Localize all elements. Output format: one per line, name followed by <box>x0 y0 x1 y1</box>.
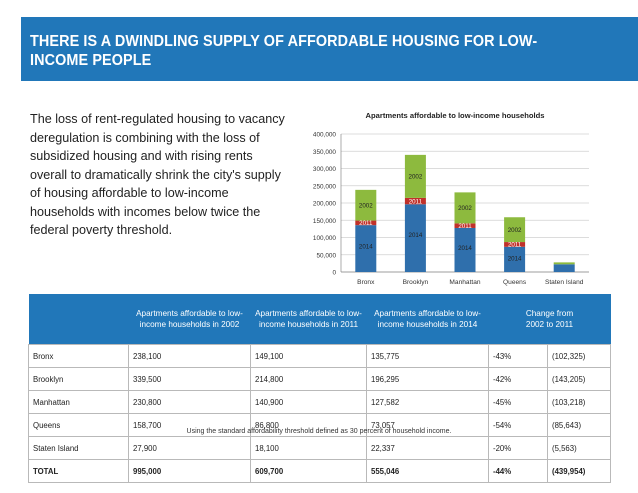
bar-2011-queens <box>504 242 526 247</box>
header-region <box>28 294 129 345</box>
segment-label-2002: 2002 <box>508 227 522 234</box>
segment-label-2011: 2011 <box>458 223 472 230</box>
table-cell: (5,563) <box>547 436 611 460</box>
bar-2014-staten-island <box>553 264 575 272</box>
table-cell: 127,582 <box>366 390 489 414</box>
table-cell: 149,100 <box>250 344 367 368</box>
table-header-row: Apartments affordable to low-income hous… <box>28 294 611 345</box>
chart-title: Apartments affordable to low-income hous… <box>366 111 545 120</box>
y-tick-label: 300,000 <box>313 166 337 173</box>
row-label: Staten Island <box>28 436 129 460</box>
y-tick-label: 50,000 <box>316 252 336 259</box>
table-cell: 555,046 <box>366 459 489 483</box>
table-cell: (85,643) <box>547 413 611 437</box>
title-banner: THERE IS A DWINDLING SUPPLY OF AFFORDABL… <box>21 17 638 81</box>
segment-label-2002: 2002 <box>359 203 373 210</box>
y-tick-label: 350,000 <box>313 149 337 156</box>
table-row: Manhattan 230,800 140,900 127,582 -45% (103,2… <box>28 390 611 414</box>
x-tick-label: Queens <box>503 279 527 286</box>
chart-bars: 2014 2011 2002 2014 2011 2002 2014 2011 2002 2014… <box>355 154 575 272</box>
stacked-bar-chart: Apartments affordable to low-income hous… <box>313 111 589 286</box>
bar-2002-brooklyn <box>404 154 426 198</box>
y-tick-label: 150,000 <box>313 218 337 225</box>
table-row: Staten Island 27,900 18,100 22,337 -20% (5,56… <box>28 436 611 460</box>
x-tick-label: Manhattan <box>449 279 480 286</box>
header-2002: Apartments affordable to low-income hous… <box>128 294 251 345</box>
header-change-text: Change from 2002 to 2011 <box>525 309 574 329</box>
table-cell: 214,800 <box>250 367 367 391</box>
bar-2014-brooklyn <box>404 204 426 272</box>
segment-label-2002: 2002 <box>458 205 472 212</box>
table-row: Queens 158,700 86,800 73,057 -54% (85,643) <box>28 413 611 437</box>
bar-2011-manhattan <box>454 223 476 228</box>
segment-label-2014: 2014 <box>458 245 472 252</box>
table-cell: (439,954) <box>547 459 611 483</box>
table-cell: -43% <box>488 344 548 368</box>
y-tick-label: 200,000 <box>313 201 337 208</box>
table-cell: 27,900 <box>128 436 251 460</box>
segment-label-2011: 2011 <box>359 220 373 227</box>
intro-paragraph: The loss of rent-regulated housing to va… <box>30 112 285 237</box>
row-label: TOTAL <box>28 459 129 483</box>
header-change: Change from 2002 to 2011 <box>488 294 611 345</box>
x-axis-labels: Bronx Brooklyn Manhattan Queens Staten Islan… <box>357 279 584 286</box>
y-axis-labels: 0 50,000 100,000 150,000 200,000 250,000 300,0… <box>313 132 337 277</box>
segment-label-2011: 2011 <box>409 198 423 205</box>
segment-label-2014: 2014 <box>508 255 522 262</box>
row-label: Brooklyn <box>28 367 129 391</box>
data-table-container: Apartments affordable to low-income hous… <box>28 294 611 483</box>
data-table: Apartments affordable to low-income hous… <box>28 294 611 483</box>
table-cell: 18,100 <box>250 436 367 460</box>
table-cell: 238,100 <box>128 344 251 368</box>
table-cell: 86,800 <box>250 413 367 437</box>
table-cell: 135,775 <box>366 344 489 368</box>
header-2011: Apartments affordable to low-income hous… <box>250 294 367 345</box>
table-cell: 339,500 <box>128 367 251 391</box>
table-cell: (102,325) <box>547 344 611 368</box>
header-2014: Apartments affordable to low-income hous… <box>366 294 489 345</box>
table-cell: -20% <box>488 436 548 460</box>
bar-2014-bronx <box>355 225 377 272</box>
table-cell: -45% <box>488 390 548 414</box>
bar-2002-queens <box>504 217 526 243</box>
segment-label-2002: 2002 <box>409 174 423 181</box>
y-tick-label: 250,000 <box>313 183 337 190</box>
row-label: Queens <box>28 413 129 437</box>
y-tick-label: 0 <box>332 270 336 277</box>
bar-2014-queens <box>504 246 526 272</box>
segment-label-2014: 2014 <box>359 244 373 251</box>
table-cell: 158,700 <box>128 413 251 437</box>
bar-2002-manhattan <box>454 192 476 224</box>
row-label: Manhattan <box>28 390 129 414</box>
x-tick-label: Staten Island <box>545 279 584 286</box>
table-row: Bronx 238,100 149,100 135,775 -43% (102,325) <box>28 344 611 368</box>
segment-label-2014: 2014 <box>409 232 423 239</box>
bar-2002-staten-island <box>553 262 575 265</box>
table-cell: 230,800 <box>128 390 251 414</box>
table-cell: -44% <box>488 459 548 483</box>
table-cell: 609,700 <box>250 459 367 483</box>
row-label: Bronx <box>28 344 129 368</box>
table-cell: (103,218) <box>547 390 611 414</box>
table-cell: -42% <box>488 367 548 391</box>
table-cell: 995,000 <box>128 459 251 483</box>
segment-label-2011: 2011 <box>508 242 522 249</box>
x-tick-label: Brooklyn <box>403 279 429 286</box>
footnote: Using the standard affordability thresho… <box>186 428 452 435</box>
x-tick-label: Bronx <box>357 279 375 286</box>
y-tick-label: 100,000 <box>313 235 337 242</box>
bar-2011-brooklyn <box>404 197 426 205</box>
y-tick-label: 400,000 <box>313 132 337 139</box>
table-row: TOTAL 995,000 609,700 555,046 -44% (439,954) <box>28 459 611 483</box>
bar-2002-bronx <box>355 189 377 221</box>
table-cell: 22,337 <box>366 436 489 460</box>
table-cell: 196,295 <box>366 367 489 391</box>
table-cell: (143,205) <box>547 367 611 391</box>
table-cell: 140,900 <box>250 390 367 414</box>
bar-2011-bronx <box>355 220 377 226</box>
bar-2014-manhattan <box>454 227 476 272</box>
table-body: Bronx 238,100 149,100 135,775 -43% (102,325) B… <box>28 344 611 483</box>
page-title: THERE IS A DWINDLING SUPPLY OF AFFORDABL… <box>30 33 538 69</box>
table-row: Brooklyn 339,500 214,800 196,295 -42% (143,20… <box>28 367 611 391</box>
